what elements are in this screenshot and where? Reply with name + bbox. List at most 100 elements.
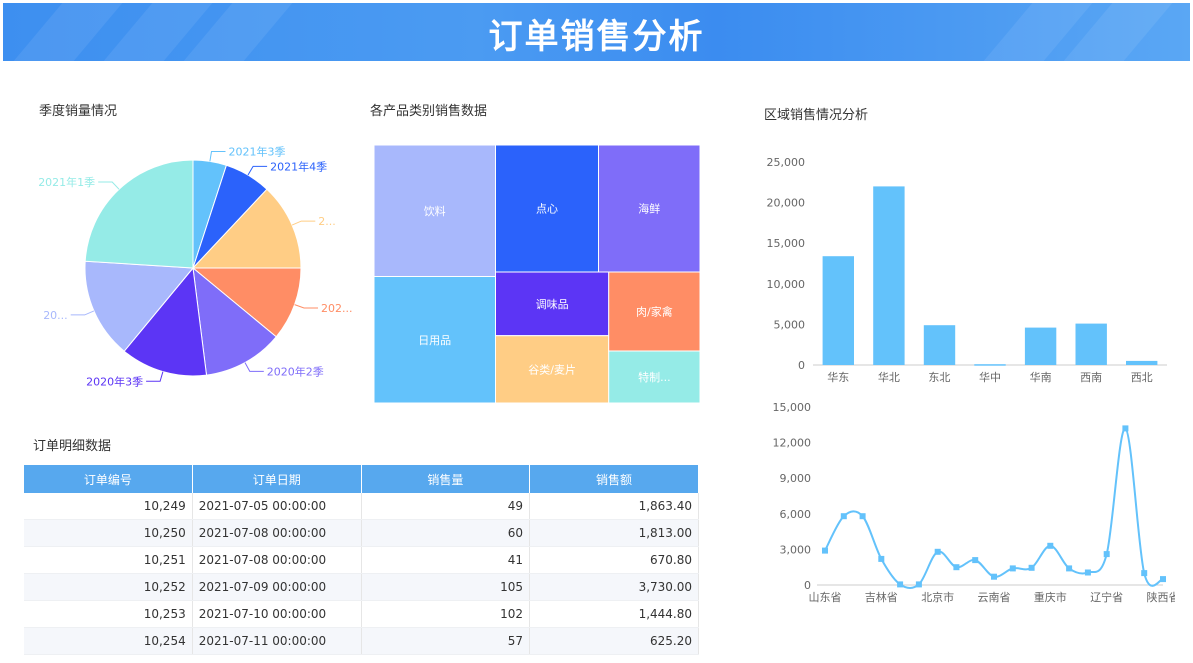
x-tick-label: 辽宁省 (1090, 590, 1123, 604)
quantity-cell: 49 (361, 493, 531, 520)
bar (822, 256, 854, 365)
bar (1126, 360, 1158, 365)
treemap-cell (495, 271, 610, 337)
order-date-cell: 2021-07-05 00:00:00 (192, 493, 362, 520)
treemap-cell (608, 271, 701, 352)
column-header-quantity[interactable]: 销售量 (361, 465, 531, 493)
column-header-order-date[interactable]: 订单日期 (192, 465, 362, 493)
quantity-cell: 102 (361, 600, 531, 628)
treemap-cell (373, 144, 496, 277)
header-banner: 订单销售分析 (3, 3, 1190, 61)
y-tick-label: 3,000 (780, 543, 812, 556)
region-chart-title: 区域销售情况分析 (764, 108, 869, 123)
order-id-cell: 10,250 (24, 519, 193, 547)
pie-chart-title: 季度销量情况 (39, 104, 118, 119)
table-row[interactable]: 10,253 2021-07-10 00:00:00 102 1,444.80 (24, 600, 699, 628)
table-row[interactable]: 10,252 2021-07-09 00:00:00 105 3,730.00 (24, 573, 699, 601)
data-point (859, 513, 866, 520)
pie-slice (84, 260, 195, 352)
province-sales-line-chart: 0 3,000 6,000 9,000 12,000 15,000 山东省 吉林省 北京市 云南省… (773, 401, 1176, 604)
column-header-order-id[interactable]: 订单编号 (24, 465, 193, 493)
pie-label-line (209, 151, 226, 162)
treemap-cell-label: 日用品 (418, 334, 451, 347)
y-tick-label: 12,000 (773, 437, 812, 450)
x-tick-label: 华南 (1030, 370, 1052, 384)
data-point (897, 581, 904, 588)
treemap-cell-label: 肉/家禽 (636, 305, 673, 319)
quantity-cell: 60 (361, 519, 531, 547)
data-point (915, 581, 922, 588)
treemap-cell-label: 点心 (536, 203, 558, 216)
data-point (1028, 564, 1035, 571)
x-tick-label: 西南 (1080, 371, 1102, 384)
bar (923, 325, 956, 365)
table-row[interactable]: 10,254 2021-07-11 00:00:00 57 625.20 (24, 627, 699, 655)
bar (974, 364, 1006, 366)
quantity-cell: 41 (361, 546, 531, 574)
table-row[interactable]: 10,249 2021-07-05 00:00:00 49 1,863.40 (24, 493, 699, 520)
pie-slice-label: 2021年3季 (229, 145, 286, 159)
order-id-cell: 10,254 (24, 627, 193, 655)
pie-label-line (291, 220, 316, 226)
data-point (1066, 565, 1073, 572)
data-point (1141, 570, 1148, 577)
y-tick-label: 5,000 (774, 318, 806, 331)
y-tick-label: 0 (804, 579, 811, 592)
x-tick-label: 北京市 (921, 590, 954, 604)
data-point (1103, 551, 1110, 558)
table-row[interactable]: 10,251 2021-07-08 00:00:00 41 670.80 (24, 546, 699, 574)
pie-slice (123, 266, 208, 377)
pie-slice (191, 188, 302, 269)
table-row[interactable]: 10,250 2021-07-08 00:00:00 60 1,813.00 (24, 519, 699, 547)
data-point (934, 548, 941, 555)
pie-slice-label: 20... (43, 309, 68, 322)
column-header-amount[interactable]: 销售额 (529, 465, 699, 493)
pie-slice (191, 267, 302, 338)
region-sales-bar-chart: 0 5,000 10,000 15,000 20,000 25,000 华东 华北 东北 华中 华南… (767, 156, 1167, 384)
treemap-cell-label: 调味品 (536, 298, 569, 311)
order-id-cell: 10,249 (24, 493, 193, 520)
data-point (953, 564, 960, 571)
orders-table-title: 订单明细数据 (33, 439, 112, 454)
treemap-cell-label: 饮料 (424, 204, 446, 218)
pie-slice-label: 2020年3季 (86, 374, 143, 388)
pie-label-line (244, 362, 264, 372)
pie-label-line (247, 165, 268, 176)
amount-cell: 670.80 (529, 546, 699, 574)
amount-cell: 3,730.00 (529, 573, 699, 601)
pie-label-line (70, 310, 95, 316)
pie-slice-label: 2... (318, 215, 336, 228)
data-point (1160, 576, 1166, 583)
treemap-cell-label: 特制... (638, 370, 671, 384)
order-date-cell: 2021-07-11 00:00:00 (192, 627, 362, 655)
order-date-cell: 2021-07-09 00:00:00 (192, 573, 362, 601)
x-tick-label: 陕西省 (1147, 590, 1176, 604)
orders-table: 订单编号 订单日期 销售量 销售额 10,249 2021-07-05 00:0… (24, 465, 699, 655)
data-point (840, 513, 847, 520)
pie-slice-label: 202... (321, 302, 353, 315)
x-tick-label: 华北 (878, 370, 900, 384)
dashboard: 订单销售分析 季度销量情况 2021年3季 2021年4季 2... 202... 20… (3, 3, 1190, 660)
x-tick-label: 东北 (928, 371, 950, 384)
treemap-cell-label: 谷类/麦片 (528, 362, 576, 376)
treemap-cell (373, 276, 496, 404)
y-tick-label: 15,000 (767, 237, 806, 250)
x-tick-label: 吉林省 (865, 590, 898, 604)
pie-slice-label: 2021年1季 (38, 175, 95, 189)
quantity-cell: 105 (361, 573, 531, 601)
y-tick-label: 9,000 (780, 472, 812, 485)
data-point (991, 573, 997, 580)
pie-slice-label: 2021年4季 (270, 159, 327, 173)
data-point (1084, 569, 1091, 576)
order-id-cell: 10,252 (24, 573, 193, 601)
y-tick-label: 0 (798, 359, 805, 372)
x-tick-label: 华中 (979, 370, 1001, 384)
data-point (972, 557, 979, 564)
data-point (1122, 425, 1129, 432)
y-tick-label: 25,000 (767, 156, 806, 169)
bar (1075, 323, 1107, 365)
pie-label-line (146, 371, 164, 382)
pie-slice-label: 2020年2季 (267, 364, 324, 378)
